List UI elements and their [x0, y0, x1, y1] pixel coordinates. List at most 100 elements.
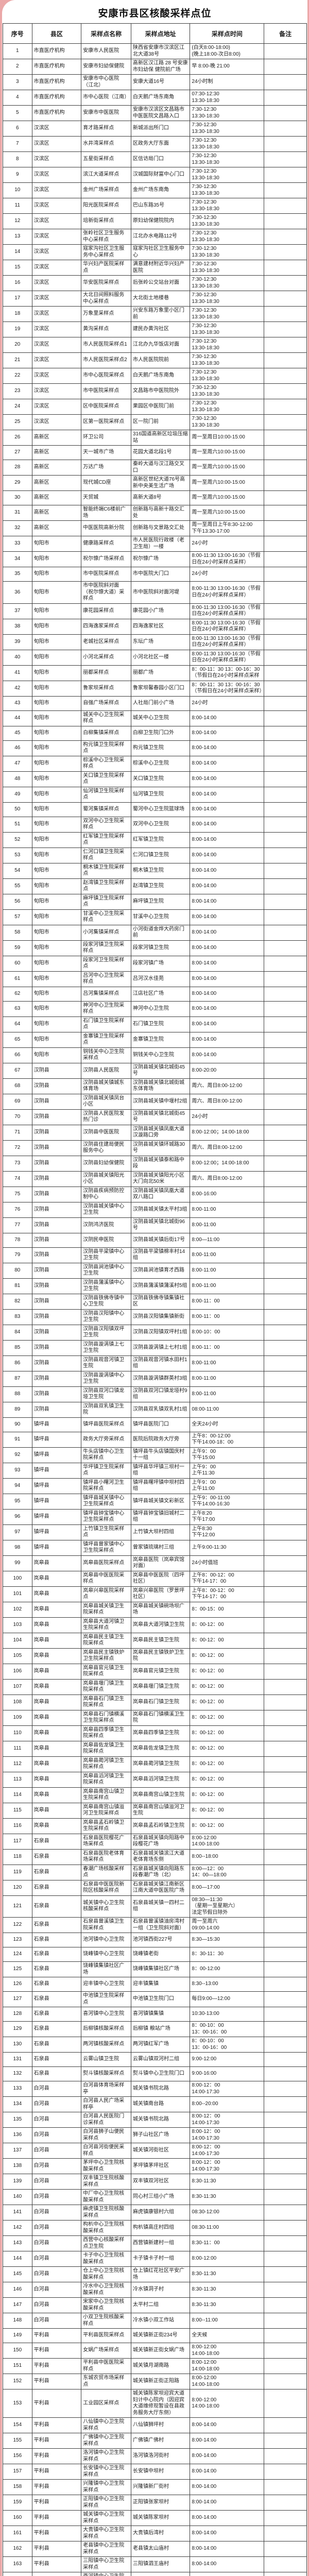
cell-site-time: 7:30-12:30 13:30-18:30 [190, 352, 265, 368]
cell-site-address: 汉阴县漩涡镇上七村1组 [130, 1340, 191, 1356]
cell-county: 汉滨区 [31, 260, 82, 276]
cell-site-name: 汉阴县蒲溪镇中心卫生院 [81, 1278, 131, 1294]
cell-site-time: 8:00-14:00 [190, 986, 265, 1002]
table-row: 132 石泉县 熨斗镇核酸采样点 熨斗镇中心卫生院门口 9:00-16:00 [3, 2066, 307, 2081]
cell-site-time: 周一至周六10:00-15:00 [190, 490, 265, 505]
cell-site-address: 两河镇红军广场 [130, 2037, 191, 2053]
cell-site-address: 铜钱关中心卫生院 [130, 1047, 191, 1063]
header-county: 县区 [31, 23, 82, 44]
cell-site-time: 早 8:00-晚 21:00 [190, 59, 265, 75]
cell-remark [264, 1864, 307, 1880]
cell-seq: 83 [3, 1309, 32, 1325]
table-row: 87 汉阴县 汉阴县漩涡镇中心卫生院 汉阴县漩涡镇群英村3组 8:00-11:00 [3, 1370, 307, 1387]
cell-site-time: 8:00-14:00 [190, 940, 265, 956]
cell-site-time: 08:00-11:00 [190, 1401, 265, 1418]
cell-site-address: 镇坪县城关镇文彩新区 [130, 1493, 191, 1510]
cell-site-time: 7:30-12:30 13:30-18:30 [190, 198, 265, 214]
cell-site-time: 上午9:00-11:30 [190, 1539, 265, 1556]
cell-remark [264, 1109, 307, 1125]
cell-site-name: 岚皋县民主镇卫生院采样点 [81, 1632, 131, 1649]
cell-site-name: 麻虎镇卫生院核酸采样点 [81, 2205, 131, 2221]
table-row: 46 旬阳市 构元镇卫生院采样点 构元镇卫生院 8:00-14:00 [3, 740, 307, 756]
cell-site-name: 市中医院采样点 [81, 383, 131, 399]
cell-remark [264, 2313, 307, 2329]
cell-site-address: 镇坪县医院门口 [130, 1417, 191, 1432]
cell-site-name: 云雾山镇卫生院 [81, 2052, 131, 2067]
cell-site-time: 8:00-14:00 [190, 786, 265, 803]
cell-site-address: 镇坪县钟宝镇旧城村二组 [130, 1509, 191, 1525]
table-row: 36 旬阳市 市中医院斜对面（祝尔慷大道）采样点 市中医院斜对面河堤 8:00-11:3… [3, 581, 307, 604]
table-row: 83 汉阴县 汉阴县汉阳镇中心卫生院 汉阴县汉阳镇集镇新街 8:00-11：00 [3, 1309, 307, 1325]
cell-site-name: 汉阴县住建局便民服务中心 [81, 1140, 131, 1156]
cell-site-time: 8:00-12：00 14:00-17:30 [190, 2127, 265, 2143]
cell-remark [264, 260, 307, 276]
cell-site-name: 岚皋县孟石岭镇卫生院采样点 [81, 1818, 131, 1834]
cell-county: 汉阴县 [31, 1232, 82, 1248]
cell-site-time: 8:00-14:00 [190, 710, 265, 726]
cell-site-time: 8：00-12：00 [190, 1648, 265, 1664]
cell-site-time: 8：00-10：00 13：00-16：00 [190, 2037, 265, 2053]
cell-seq: 86 [3, 1355, 32, 1371]
cell-seq: 82 [3, 1293, 32, 1310]
cell-site-address: 蜀河中心卫生院篮球场 [130, 802, 191, 817]
cell-county: 石泉县 [31, 1947, 82, 1962]
cell-site-time: 8:00-14:00 [190, 955, 265, 972]
cell-site-address: 镇坪县牛头店镇国庆村十一组 [130, 1447, 191, 1463]
cell-site-name: 石泉县中医医院新院区核酸采样点 [81, 1879, 131, 1896]
cell-remark [264, 603, 307, 619]
cell-county: 旬阳市 [31, 955, 82, 972]
cell-county: 汉阴县 [31, 1062, 82, 1079]
cell-site-address: 岚皋县民主镇卫生院 [130, 1632, 191, 1649]
cell-site-address: 汉阴县城关镇北城街城东体育场 [130, 1078, 191, 1094]
cell-county: 岚皋县 [31, 1787, 82, 1803]
cell-county: 旬阳市 [31, 665, 82, 681]
cell-site-name: 安康市中医医院 [81, 105, 131, 121]
table-row: 11 汉滨区 阳光医院采样点 巴山东路35号 7:30-12:30 13:30-18:3… [3, 198, 307, 214]
cell-remark [264, 1555, 307, 1571]
table-row: 27 高新区 天一城市广场 花园大道北段1号 周一至周六10:00-15:00 [3, 445, 307, 460]
table-row: 138 白河县 茅坪中心卫生院核酸采样点 茅坪镇茅坪社区 8:00-12：00 14:0… [3, 2158, 307, 2174]
cell-seq: 27 [3, 445, 32, 460]
cell-site-time: 上午8:20 下午17:00 [190, 1509, 265, 1525]
cell-site-name: 赵湾镇卫生院采样点 [81, 878, 131, 894]
table-row: 119 石泉县 春潮广场核酸采样点 石泉县城关镇向阳路东段春潮广场（北） 8:00—12… [3, 1864, 307, 1880]
cell-site-time: 8:00-11：00 [190, 1309, 265, 1325]
cell-site-address: 祝尔慷广场 [130, 551, 191, 567]
cell-site-time: 08:30-11:00 [190, 2220, 265, 2236]
cell-seq: 87 [3, 1370, 32, 1387]
cell-seq: 63 [3, 1001, 32, 1017]
cell-site-time: 24小时值班 [190, 1555, 265, 1571]
cell-seq: 70 [3, 1109, 32, 1125]
cell-county: 汉滨区 [31, 306, 82, 322]
cell-site-time: 8:00-14:00 [190, 816, 265, 833]
cell-site-time: 9:00-16:00 [190, 2066, 265, 2081]
cell-county: 岚皋县 [31, 1818, 82, 1834]
cell-remark [264, 2021, 307, 2037]
cell-site-name: 构朳中心卫生院核酸采样点 [81, 2220, 131, 2236]
table-row: 34 旬阳市 祝尔慷广场采样点 祝尔慷广场 8:00-11:30 13:00-16:30… [3, 551, 307, 567]
cell-county: 平利县 [31, 2417, 82, 2433]
cell-seq: 134 [3, 2096, 32, 2112]
table-row: 158 平利县 兴隆镇中心卫生院采样点 兴隆镇新厂街村 8:00-14:00 [3, 2479, 307, 2495]
table-row: 162 平利县 老县镇中心卫生院采样点 老县镇太山庙村 8:00-14:00 [3, 2541, 307, 2557]
table-row: 41 旬阳市 丽都采样点 丽都广场 8：00-11：30 13：00-16：30 （节假… [3, 665, 307, 681]
cell-site-name: 汉阴民申医院 [81, 1232, 131, 1248]
cell-seq: 132 [3, 2066, 32, 2081]
cell-county: 镇坪县 [31, 1524, 82, 1540]
cell-site-address: 满意建材附近华兴妇产医院 [130, 260, 191, 276]
cell-site-address: 金州广场东南角 [130, 182, 191, 198]
cell-seq: 14 [3, 244, 32, 260]
cell-remark [264, 1679, 307, 1695]
table-row: 100 岚皋县 岚皋县中医医院采样点 岚皋县中医医院（四坪社区） 上午8：00-12：0… [3, 1570, 307, 1587]
table-row: 109 岚皋县 岚皋县石门镇横溪卫生院采样点 岚皋县石门镇横溪卫生院 8：00-12：0… [3, 1709, 307, 1726]
cell-site-name: 汉阴县城关镇中心卫生院 [81, 1201, 131, 1218]
cell-site-name: 仁河口镇卫生院采样点 [81, 847, 131, 863]
table-row: 164平利县西河镇中心卫生院采样点西河镇西坝村8:00-14:00 [3, 2572, 307, 2576]
table-row: 79 汉阴县 汉阴县平梁镇中心卫生院 汉阴县平梁镇棉丰村14组 8:00-11:00 [3, 1247, 307, 1263]
cell-site-time: 8:00-14:00 [190, 1001, 265, 1017]
cell-remark [264, 802, 307, 817]
cell-county: 岚皋县 [31, 1648, 82, 1664]
cell-site-address: 陕西省安康市汉滨区江北大道38号 [130, 43, 191, 59]
cell-site-time: 8:00--20:00 [190, 2096, 265, 2112]
cell-site-address: 岚皋县大道河镇卫生院 [130, 1617, 191, 1633]
